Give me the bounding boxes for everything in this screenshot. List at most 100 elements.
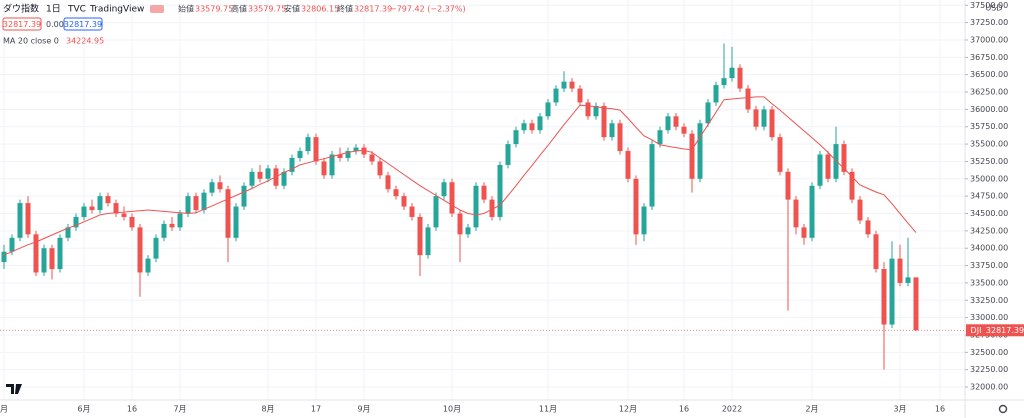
candle-body xyxy=(449,182,455,214)
candle-body xyxy=(689,133,695,179)
y-tick-label: 37000.00 xyxy=(970,35,1008,44)
y-tick-label: 36750.00 xyxy=(970,53,1008,62)
candle-body xyxy=(17,203,23,238)
x-tick-label: 月 xyxy=(0,405,8,414)
y-tick-label: 32000.00 xyxy=(970,383,1008,392)
x-tick-label: 6月 xyxy=(77,405,90,414)
ohlc-label: 高値 xyxy=(231,4,247,14)
candle-body xyxy=(33,234,39,273)
candle-body xyxy=(537,116,543,131)
grid xyxy=(0,0,965,400)
y-tick-label: 34500.00 xyxy=(970,209,1008,218)
change: −797.42 (−2.37%) xyxy=(390,5,466,14)
candle-body xyxy=(841,144,847,172)
settings-icon[interactable] xyxy=(998,404,1008,414)
candle-body xyxy=(73,216,79,228)
candle-body xyxy=(233,206,239,238)
candle-body xyxy=(441,182,447,197)
tv-logo xyxy=(6,384,22,394)
candle-body xyxy=(905,277,911,283)
candle-body xyxy=(681,126,687,134)
candle-body xyxy=(625,151,631,179)
candle-body xyxy=(377,161,383,176)
y-tick-label: 33500.00 xyxy=(970,278,1008,287)
candle-body xyxy=(857,199,863,221)
candle-body xyxy=(737,67,743,89)
badge[interactable] xyxy=(2,17,42,31)
candle-body xyxy=(89,206,95,211)
candle-body xyxy=(833,144,839,179)
candle-body xyxy=(609,123,615,138)
candle-body xyxy=(169,223,175,228)
candle-body xyxy=(633,178,639,235)
x-tick-label: 16 xyxy=(935,405,945,414)
x-tick-label: 3月 xyxy=(893,405,906,414)
candle-body xyxy=(865,220,871,235)
y-tick-label: 35250.00 xyxy=(970,157,1008,166)
candle-body xyxy=(665,116,671,131)
candle-body xyxy=(305,137,311,152)
candle-body xyxy=(825,154,831,179)
candle-body xyxy=(345,151,351,158)
y-tick-label: 35750.00 xyxy=(970,122,1008,131)
badge[interactable] xyxy=(63,17,103,31)
x-tick-label: 11月 xyxy=(539,405,557,414)
currency: USD xyxy=(985,4,1002,13)
candle-body xyxy=(337,154,343,158)
candle-body xyxy=(185,196,191,214)
candle-body xyxy=(577,88,583,103)
candle-body xyxy=(201,192,207,211)
candle-body xyxy=(489,199,495,217)
candle-body xyxy=(433,196,439,228)
y-tick-label: 36000.00 xyxy=(970,105,1008,114)
candle-body xyxy=(177,213,183,228)
gear[interactable] xyxy=(998,404,1008,414)
candle-body xyxy=(881,269,887,325)
candle-body xyxy=(521,123,527,131)
last-price-text: 32817.39 xyxy=(986,326,1024,335)
candle-body xyxy=(617,123,623,152)
candle-body xyxy=(817,154,823,186)
x-tick-label: 17 xyxy=(311,405,321,414)
y-tick-label: 35500.00 xyxy=(970,140,1008,149)
candle-body xyxy=(697,123,703,179)
candle-body xyxy=(753,109,759,127)
x-tick-label: 9月 xyxy=(357,405,370,414)
y-tick-label: 36250.00 xyxy=(970,88,1008,97)
badge-text: 32817.39 xyxy=(3,20,41,29)
candle-body xyxy=(473,185,479,228)
symbol-tag-text: DJI xyxy=(971,326,982,335)
y-tick-label: 33250.00 xyxy=(970,296,1008,305)
candle-body xyxy=(601,105,607,138)
candle-body xyxy=(401,196,407,207)
ohlc-label: 始値 xyxy=(178,4,194,14)
candle-body xyxy=(249,171,255,186)
x-tick-label: 7月 xyxy=(173,405,186,414)
x-tick-label: 8月 xyxy=(261,405,274,414)
candle-body xyxy=(913,277,919,331)
candle-body xyxy=(897,258,903,283)
candle-body xyxy=(809,185,815,238)
candle-body xyxy=(729,67,735,79)
y-tick-label: 32250.00 xyxy=(970,365,1008,374)
candle-body xyxy=(41,248,47,273)
candle-body xyxy=(161,223,167,238)
candle-body xyxy=(313,137,319,162)
candle-body xyxy=(193,196,199,211)
candle-body xyxy=(465,227,471,235)
status-icon[interactable] xyxy=(150,5,164,13)
candle-body xyxy=(457,213,463,235)
candle-body xyxy=(241,185,247,207)
y-tick-label: 34750.00 xyxy=(970,192,1008,201)
candle-body xyxy=(745,88,751,110)
y-tick-label: 32500.00 xyxy=(970,348,1008,357)
candle-body xyxy=(497,164,503,217)
candle-body xyxy=(65,227,71,238)
candle-body xyxy=(153,237,159,259)
candle-body xyxy=(529,123,535,131)
candle-body xyxy=(673,116,679,127)
candle-body xyxy=(265,168,271,179)
candle-body xyxy=(849,171,855,200)
